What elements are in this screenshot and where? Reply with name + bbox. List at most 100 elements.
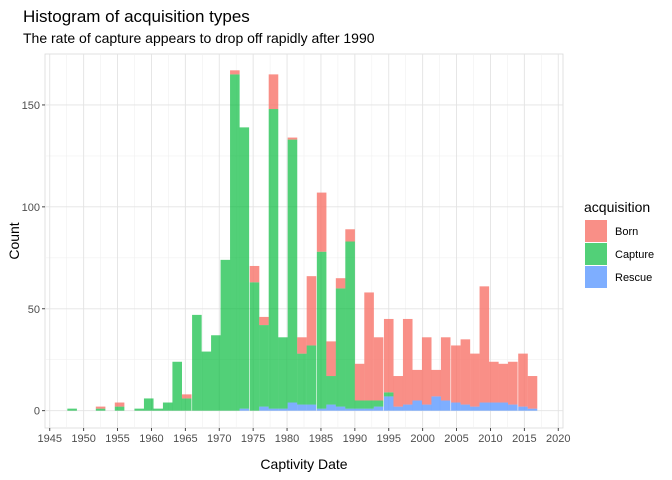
bar-capture <box>249 282 260 411</box>
bar-born <box>518 353 528 407</box>
bar-capture <box>383 392 394 397</box>
bar-rescue <box>316 408 327 411</box>
bar-born <box>373 337 384 401</box>
x-tick-label: 1955 <box>105 433 129 445</box>
bar-born <box>508 361 518 405</box>
bar-rescue <box>393 406 404 411</box>
bar-rescue <box>451 402 461 411</box>
bar-born <box>306 276 317 346</box>
bar-capture <box>192 314 202 411</box>
bar-rescue <box>421 404 432 411</box>
bar-born <box>230 70 240 75</box>
bar-capture <box>373 400 384 407</box>
bar-rescue <box>259 406 269 411</box>
bar-rescue <box>306 404 317 411</box>
legend-label-rescue: Rescue <box>615 272 652 284</box>
bar-capture <box>268 109 279 409</box>
bar-capture <box>326 376 336 405</box>
bar-born <box>440 337 451 401</box>
bar-rescue <box>268 408 279 411</box>
bar-born <box>383 318 394 393</box>
bar-capture <box>364 400 374 409</box>
bar-capture <box>67 408 77 411</box>
bar-born <box>335 278 346 289</box>
bar-born <box>451 345 461 403</box>
bar-born <box>345 229 355 242</box>
bar-capture <box>172 361 182 411</box>
bar-born <box>412 369 423 401</box>
bar-capture <box>143 398 154 411</box>
bar-rescue <box>278 408 288 411</box>
bar-capture <box>259 325 269 407</box>
x-axis-title: Captivity Date <box>260 456 347 472</box>
bar-born <box>421 337 432 405</box>
x-tick-label: 1985 <box>309 433 333 445</box>
bar-born <box>114 402 125 407</box>
bar-born <box>527 376 538 409</box>
x-tick-label: 1980 <box>275 433 299 445</box>
bar-born <box>287 137 298 140</box>
bar-capture <box>134 408 145 411</box>
bar-born <box>259 316 269 326</box>
y-axis-title: Count <box>6 222 22 259</box>
bar-capture <box>181 398 192 411</box>
x-tick-label: 1970 <box>207 433 231 445</box>
bar-rescue <box>239 408 250 411</box>
y-axis-ticks: 0 50 100 150 <box>22 100 45 418</box>
legend-key-rescue <box>585 266 607 288</box>
legend-key-born <box>585 220 607 242</box>
bar-capture <box>306 345 317 405</box>
bar-rescue <box>326 404 336 411</box>
y-tick-label: 150 <box>22 100 40 112</box>
bar-rescue <box>373 406 384 411</box>
bar-rescue <box>479 402 490 411</box>
bar-born <box>354 363 365 401</box>
bar-born <box>95 406 106 409</box>
bar-capture <box>316 251 327 409</box>
bar-rescue <box>402 404 413 411</box>
legend-label-born: Born <box>615 226 638 238</box>
x-tick-label: 1960 <box>139 433 163 445</box>
bar-capture <box>162 402 173 411</box>
x-tick-label: 1945 <box>38 433 62 445</box>
bar-rescue <box>364 408 374 411</box>
y-tick-label: 0 <box>34 406 40 418</box>
bar-rescue <box>431 396 441 411</box>
bar-capture <box>211 335 221 411</box>
bar-born <box>316 192 327 252</box>
bar-born <box>249 265 260 283</box>
bar-born <box>460 339 471 405</box>
bar-born <box>402 318 413 405</box>
legend: acquisition Born Capture Rescue <box>584 199 654 288</box>
bar-born <box>326 341 336 377</box>
bar-capture <box>95 408 106 411</box>
bar-rescue <box>354 408 365 411</box>
bar-rescue <box>508 404 518 411</box>
bar-capture <box>153 408 164 411</box>
bar-rescue <box>498 402 509 411</box>
bar-capture <box>297 353 307 405</box>
bar-rescue <box>527 408 538 411</box>
bar-rescue <box>470 406 480 411</box>
x-tick-label: 1990 <box>343 433 367 445</box>
bar-born <box>498 363 509 403</box>
bar-capture <box>354 400 365 409</box>
bar-born <box>364 292 374 401</box>
bar-born <box>479 286 490 403</box>
bar-capture <box>220 259 231 411</box>
legend-label-capture: Capture <box>615 249 654 261</box>
x-tick-label: 2000 <box>410 433 434 445</box>
bar-capture <box>287 139 298 403</box>
bar-rescue <box>489 402 499 411</box>
chart-subtitle: The rate of capture appears to drop off … <box>23 30 375 46</box>
x-tick-label: 2020 <box>546 433 570 445</box>
x-tick-label: 2010 <box>478 433 502 445</box>
legend-title: acquisition <box>584 199 650 215</box>
bar-capture <box>345 241 355 409</box>
bar-rescue <box>297 404 307 411</box>
x-tick-label: 1950 <box>71 433 95 445</box>
histogram-bars <box>67 70 538 411</box>
bar-born <box>489 361 499 403</box>
bar-rescue <box>345 408 355 411</box>
